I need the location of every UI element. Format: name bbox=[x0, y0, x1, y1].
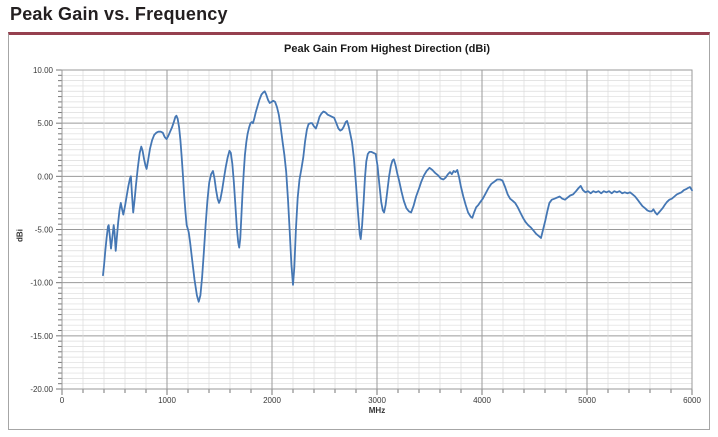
x-tick-label: 4000 bbox=[473, 396, 491, 405]
y-tick-label: 0.00 bbox=[37, 172, 53, 181]
gain-vs-frequency-chart: 10.00 5.00 0.00 -5.00 -10.00 -15.00 -20.00 0 100… bbox=[30, 66, 701, 405]
x-tick-label: 2000 bbox=[263, 396, 281, 405]
chart-panel: Peak Gain From Highest Direction (dBi) 1… bbox=[8, 32, 710, 430]
x-tick-label: 3000 bbox=[368, 396, 386, 405]
y-tick-label: -10.00 bbox=[30, 279, 53, 288]
y-tick-label: -20.00 bbox=[30, 385, 53, 394]
chart-title: Peak Gain From Highest Direction (dBi) bbox=[284, 43, 490, 55]
x-tick-label: 6000 bbox=[683, 396, 701, 405]
x-tick-label: 1000 bbox=[158, 396, 176, 405]
data-series-line bbox=[102, 90, 693, 303]
y-tick-label: -5.00 bbox=[35, 226, 54, 235]
y-axis-title: dBi bbox=[15, 229, 25, 242]
y-tick-label: 10.00 bbox=[33, 66, 54, 75]
x-tick-label: 0 bbox=[60, 396, 65, 405]
x-tick-label: 5000 bbox=[578, 396, 596, 405]
plot-area-border bbox=[61, 69, 693, 390]
y-tick-label: 5.00 bbox=[37, 119, 53, 128]
x-axis-title: MHz bbox=[368, 406, 386, 415]
page-title: Peak Gain vs. Frequency bbox=[10, 4, 228, 24]
y-tick-label: -15.00 bbox=[30, 332, 53, 341]
